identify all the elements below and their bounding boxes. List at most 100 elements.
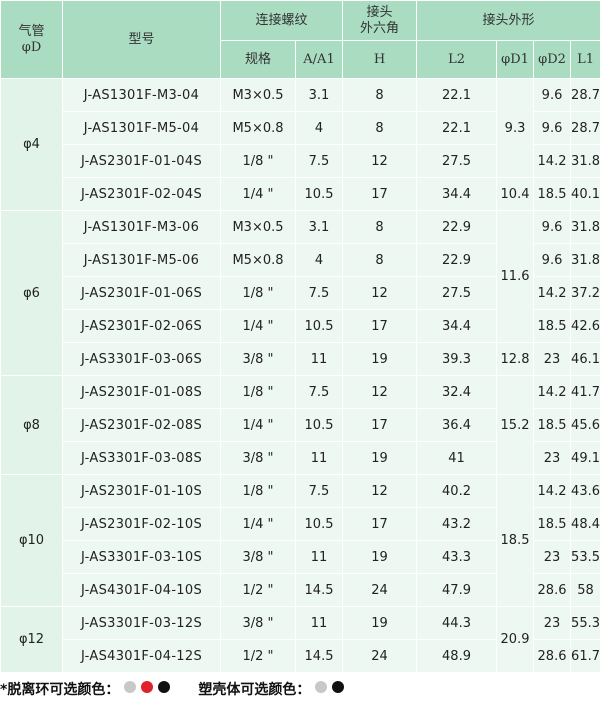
l1-cell: 37.2 <box>570 276 600 310</box>
hex-h-cell: 8 <box>342 111 418 145</box>
hex-h-cell: 12 <box>342 375 418 409</box>
body-color-swatch <box>315 681 328 693</box>
model-cell: J-AS3301F-03-08S <box>62 441 221 475</box>
d2-cell: 23 <box>533 540 572 574</box>
table-row: J-AS2301F-02-10S 1/4 " 10.5 17 43.2 18.5 48.4 <box>1 507 600 541</box>
thread-spec-cell: 1/4 " <box>220 309 296 343</box>
thread-spec-cell: 3/8 " <box>220 540 296 574</box>
thread-a-cell: 3.1 <box>294 210 344 244</box>
thread-a-cell: 11 <box>294 540 344 574</box>
thread-a-cell: 10.5 <box>294 408 344 442</box>
l1-cell: 61.7 <box>570 639 600 673</box>
table-row: J-AS4301F-04-10S 1/2 " 14.5 24 47.9 28.6 58 <box>1 573 600 607</box>
body-color-label: 塑壳体可选颜色： <box>198 682 311 698</box>
d2-cell: 9.6 <box>533 111 572 145</box>
l1-cell: 40.1 <box>570 177 600 211</box>
d2-cell: 18.5 <box>533 507 572 541</box>
model-cell: J-AS2301F-02-10S <box>62 507 221 541</box>
model-cell: J-AS3301F-03-06S <box>62 342 221 376</box>
table-row: φ4 J-AS1301F-M3-04 M3×0.5 3.1 8 22.1 9.3 9.6 28.… <box>0 78 600 211</box>
l2-cell: 43.2 <box>416 507 498 541</box>
thread-a-cell: 14.5 <box>294 639 344 673</box>
thread-spec-cell: 3/8 " <box>220 342 296 376</box>
hex-h-cell: 12 <box>342 474 418 508</box>
thread-spec-cell: 1/4 " <box>220 177 296 211</box>
thread-a-cell: 10.5 <box>294 309 344 343</box>
l1-cell: 46.1 <box>570 342 600 376</box>
table-row: φ10 J-AS2301F-01-10S 1/8 " 7.5 12 40.2 18.5 14.… <box>0 474 600 607</box>
l2-cell: 41 <box>416 441 498 475</box>
l2-cell: 39.3 <box>416 342 498 376</box>
model-cell: J-AS1301F-M3-06 <box>62 210 221 244</box>
table-row: J-AS1301F-M5-04 M5×0.8 4 8 22.1 9.6 28.7 <box>1 111 600 145</box>
hex-h-cell: 17 <box>342 408 418 442</box>
table-row: J-AS2301F-02-08S 1/4 " 10.5 17 36.4 18.5 45.6 <box>1 408 600 442</box>
header-spec: 规格 <box>220 40 296 79</box>
l2-cell: 36.4 <box>416 408 498 442</box>
table-row: J-AS4301F-04-12S 1/2 " 14.5 24 48.9 28.6 61.7 <box>1 639 600 673</box>
table-row: J-AS2301F-02-04S 1/4 " 10.5 17 34.4 10.4 18.5 4… <box>1 177 600 211</box>
model-cell: J-AS1301F-M3-04 <box>62 78 221 112</box>
d2-cell: 14.2 <box>533 375 572 409</box>
l1-cell: 31.8 <box>570 210 600 244</box>
hex-h-cell: 24 <box>342 573 418 607</box>
thread-a-cell: 11 <box>294 606 344 640</box>
model-cell: J-AS3301F-03-12S <box>62 606 221 640</box>
l1-cell: 43.6 <box>570 474 600 508</box>
d2-cell: 23 <box>533 606 572 640</box>
l1-cell: 28.7 <box>570 78 600 112</box>
thread-a-cell: 7.5 <box>294 144 344 178</box>
hex-h-cell: 24 <box>342 639 418 673</box>
model-cell: J-AS2301F-02-08S <box>62 408 221 442</box>
l1-cell: 53.5 <box>570 540 600 574</box>
l1-cell: 58 <box>570 573 600 607</box>
pipe-size-cell: φ6 <box>0 210 63 376</box>
spec-table: 气管 φD 型号 连接螺纹 接头 外六角 接头外形 规格 A/A1 H L2 φ… <box>0 0 600 673</box>
d1-cell: 9.3 <box>496 78 535 178</box>
table-row: J-AS1301F-M5-06 M5×0.8 4 8 22.9 9.6 31.8 <box>1 243 600 277</box>
d2-cell: 14.2 <box>533 144 572 178</box>
model-cell: J-AS2301F-02-06S <box>62 309 221 343</box>
hex-h-cell: 17 <box>342 309 418 343</box>
header-shape-group: 接头外形 <box>416 0 600 41</box>
table-row: J-AS3301F-03-10S 3/8 " 11 19 43.3 23 53.5 <box>1 540 600 574</box>
d2-cell: 23 <box>533 342 572 376</box>
l2-cell: 32.4 <box>416 375 498 409</box>
d2-cell: 9.6 <box>533 210 572 244</box>
ring-color-swatch <box>124 681 137 693</box>
header-d2: φD2 <box>533 40 572 79</box>
header-pipe: 气管 φD <box>0 0 63 79</box>
thread-a-cell: 14.5 <box>294 573 344 607</box>
d2-cell: 18.5 <box>533 177 572 211</box>
thread-spec-cell: M5×0.8 <box>220 243 296 277</box>
thread-a-cell: 3.1 <box>294 78 344 112</box>
hex-h-cell: 19 <box>342 606 418 640</box>
header-thread-group: 连接螺纹 <box>219 0 344 41</box>
table-row: φ6 J-AS1301F-M3-06 M3×0.5 3.1 8 22.9 11.6 9.6 31… <box>0 210 600 376</box>
l2-cell: 27.5 <box>416 144 498 178</box>
table-row: J-AS3301F-03-06S 3/8 " 11 19 39.3 12.8 23 46.1 <box>1 342 600 376</box>
pipe-size-cell: φ4 <box>0 78 63 211</box>
thread-spec-cell: 1/8 " <box>220 474 296 508</box>
thread-spec-cell: 1/8 " <box>220 144 296 178</box>
thread-a-cell: 7.5 <box>294 375 344 409</box>
d1-cell: 12.8 <box>496 342 535 376</box>
body-color-swatches <box>310 681 345 697</box>
header-hex-group: 接头 外六角 <box>342 0 418 41</box>
l1-cell: 49.1 <box>570 441 600 475</box>
header-h: H <box>342 40 418 79</box>
l2-cell: 34.4 <box>416 177 498 211</box>
l2-cell: 48.9 <box>416 639 498 673</box>
l2-cell: 47.9 <box>416 573 498 607</box>
pipe-size-cell: φ10 <box>0 474 63 607</box>
color-options-footer: *脱离环可选颜色： 塑壳体可选颜色： <box>0 674 600 704</box>
ring-color-swatch <box>158 681 171 693</box>
l2-cell: 40.2 <box>416 474 498 508</box>
thread-spec-cell: 1/2 " <box>220 573 296 607</box>
l1-cell: 55.3 <box>570 606 600 640</box>
l2-cell: 34.4 <box>416 309 498 343</box>
d2-cell: 9.6 <box>533 243 572 277</box>
thread-a-cell: 10.5 <box>294 177 344 211</box>
d2-cell: 14.2 <box>533 276 572 310</box>
model-cell: J-AS2301F-01-10S <box>62 474 221 508</box>
